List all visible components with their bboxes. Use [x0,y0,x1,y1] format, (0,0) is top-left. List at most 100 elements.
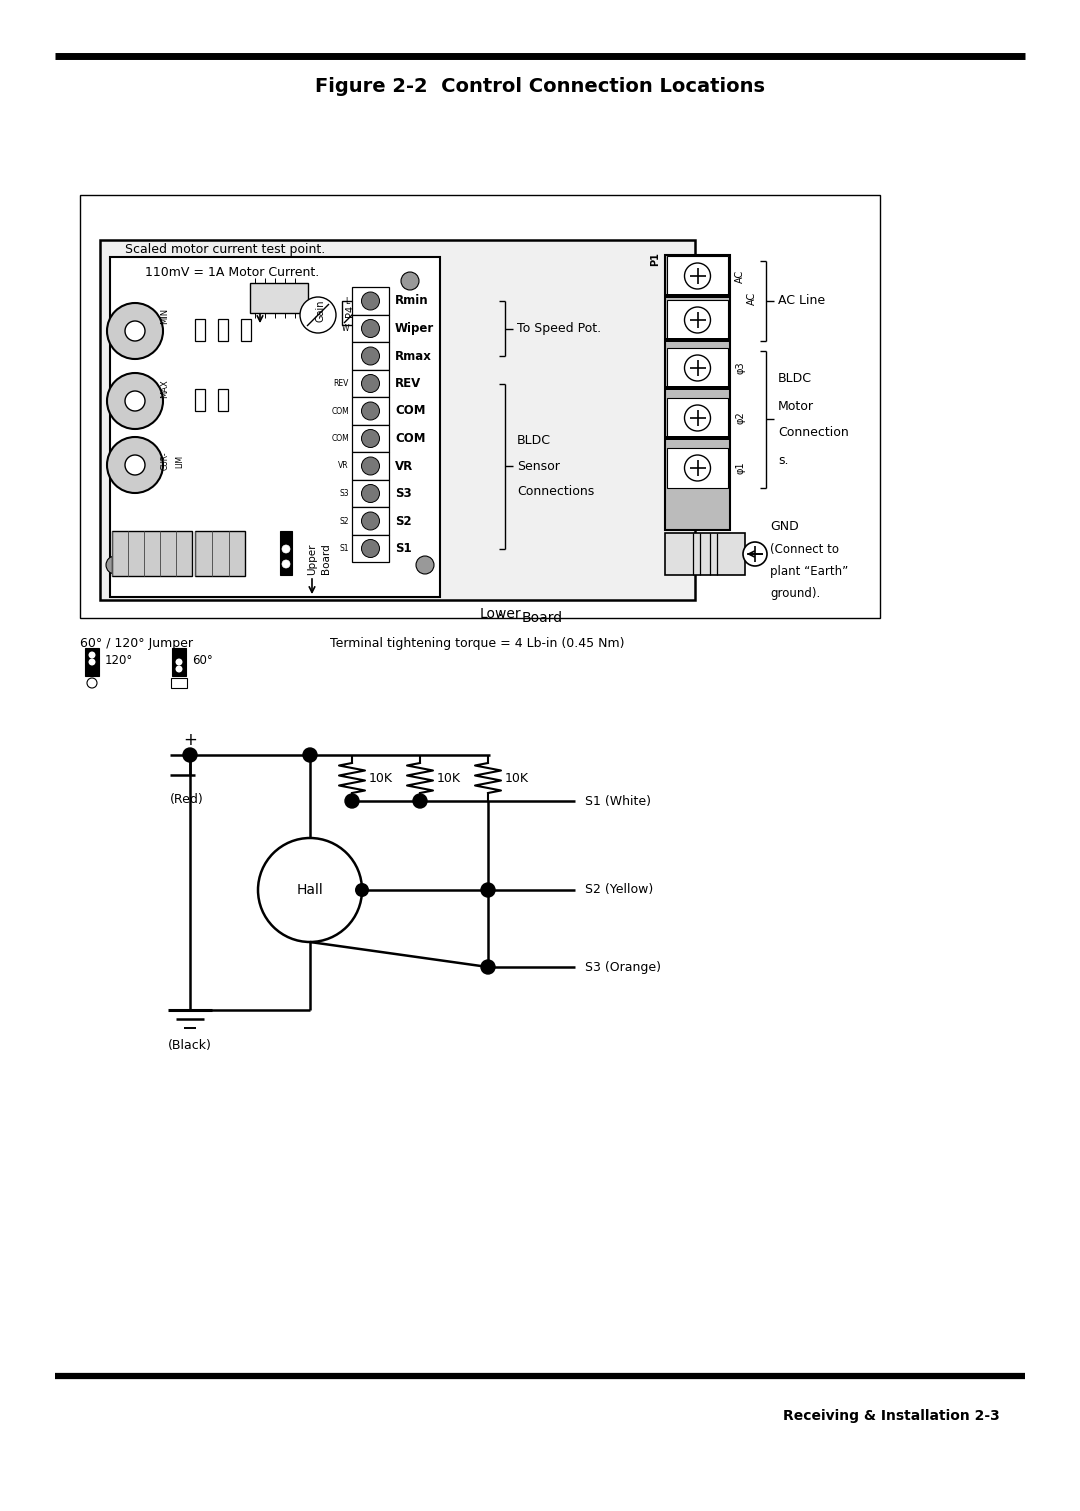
Text: .: . [498,601,502,620]
Text: 60°: 60° [192,653,213,666]
Text: Board: Board [321,544,330,574]
Text: (Black): (Black) [168,1038,212,1052]
Bar [249,283,308,313]
Text: S1: S1 [395,542,411,555]
Circle shape [87,678,97,688]
Bar [110,257,440,597]
Bar [665,437,730,440]
Text: Wiper: Wiper [395,322,434,335]
Circle shape [258,839,362,941]
Text: REV: REV [334,379,349,388]
Text: COM: COM [332,406,349,416]
Bar [352,452,389,480]
Text: MAX: MAX [161,379,170,399]
Text: Upper: Upper [307,544,318,574]
Circle shape [89,659,95,665]
Text: φ2: φ2 [735,411,745,425]
Text: COM: COM [395,405,426,417]
Circle shape [282,545,291,553]
Text: Rmax: Rmax [395,349,432,363]
Circle shape [362,292,379,310]
Bar [80,195,880,618]
Bar [218,388,228,411]
Bar [85,648,99,675]
Text: BLDC: BLDC [517,435,551,447]
Text: s.: s. [778,453,788,467]
Text: Scaled motor current test point.: Scaled motor current test point. [125,242,325,255]
Text: plant “Earth”: plant “Earth” [770,565,848,577]
Text: Terminal tightening torque = 4 Lb-in (0.45 Nm): Terminal tightening torque = 4 Lb-in (0.… [330,636,624,650]
Text: P4: P4 [345,305,355,317]
Text: VR: VR [338,461,349,470]
Bar [665,385,730,390]
Circle shape [413,793,427,808]
Bar [172,648,186,675]
Bar [342,301,366,325]
Circle shape [345,793,359,808]
Circle shape [107,304,163,360]
Text: P1: P1 [650,252,660,266]
Text: S1: S1 [339,544,349,553]
Text: 60° / 120° Jumper: 60° / 120° Jumper [80,636,193,650]
Text: Hall: Hall [297,882,323,898]
Circle shape [125,391,145,411]
Text: S3: S3 [395,487,411,500]
Text: (Connect to: (Connect to [770,542,839,556]
Bar [667,255,728,296]
Text: φ1: φ1 [735,462,745,474]
Circle shape [481,959,495,975]
Text: BLDC: BLDC [778,373,812,385]
Bar [352,343,389,370]
Text: AC: AC [735,269,745,283]
Circle shape [685,455,711,480]
Bar [218,319,228,341]
Bar [195,388,205,411]
Text: To Speed Pot.: To Speed Pot. [517,322,602,335]
Text: Motor: Motor [778,399,814,413]
Text: φ3: φ3 [735,361,745,375]
Circle shape [362,429,379,447]
Text: AC Line: AC Line [778,295,825,308]
Text: AC: AC [747,292,757,305]
Bar [171,678,187,688]
Circle shape [183,748,197,762]
Text: Rmin: Rmin [395,295,429,308]
Text: Connections: Connections [517,485,594,497]
Circle shape [362,512,379,530]
Text: MIN: MIN [161,308,170,323]
Text: S3: S3 [339,490,349,499]
Bar [352,287,389,314]
Circle shape [175,659,183,665]
Circle shape [355,882,369,898]
Circle shape [89,651,95,659]
Text: REV: REV [395,378,421,390]
Circle shape [685,355,711,381]
Circle shape [362,485,379,503]
Bar [352,370,389,397]
Bar [241,319,251,341]
Text: CUR-: CUR- [161,452,170,470]
Bar [195,319,205,341]
Circle shape [300,298,336,332]
Circle shape [401,272,419,290]
Bar [352,508,389,535]
Bar [352,535,389,562]
Circle shape [362,319,379,337]
Text: VR: VR [395,459,414,473]
Bar [100,240,696,600]
Text: Receiving & Installation 2-3: Receiving & Installation 2-3 [783,1408,1000,1423]
Text: Connection: Connection [778,426,849,440]
Text: 10K: 10K [369,772,393,784]
Text: S2 (Yellow): S2 (Yellow) [585,884,653,896]
Bar [112,530,192,576]
Bar [667,397,728,438]
Circle shape [743,542,767,567]
Text: +: + [184,731,197,749]
Text: L: L [345,296,349,305]
Circle shape [107,437,163,493]
Text: Board: Board [522,610,563,626]
Bar [352,480,389,508]
Bar [280,530,292,576]
Bar [667,301,728,340]
Circle shape [303,748,318,762]
